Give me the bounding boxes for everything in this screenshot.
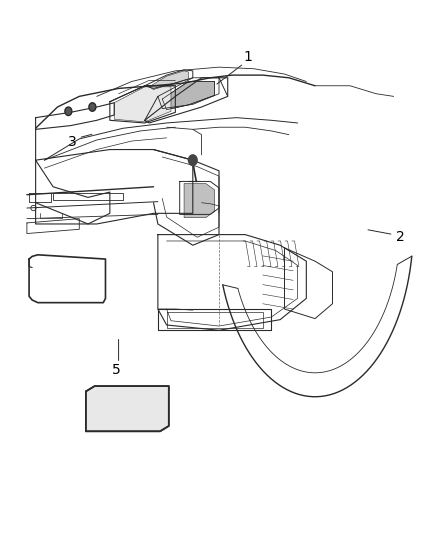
Text: 2: 2 [396, 230, 405, 244]
Polygon shape [86, 386, 169, 431]
Polygon shape [114, 87, 171, 122]
Text: 1: 1 [243, 50, 252, 63]
Polygon shape [162, 82, 215, 110]
Circle shape [188, 155, 197, 165]
Text: 5: 5 [112, 363, 121, 377]
Circle shape [65, 107, 72, 116]
Text: 3: 3 [68, 134, 77, 149]
Polygon shape [184, 183, 215, 217]
Circle shape [89, 103, 96, 111]
Polygon shape [149, 71, 188, 90]
